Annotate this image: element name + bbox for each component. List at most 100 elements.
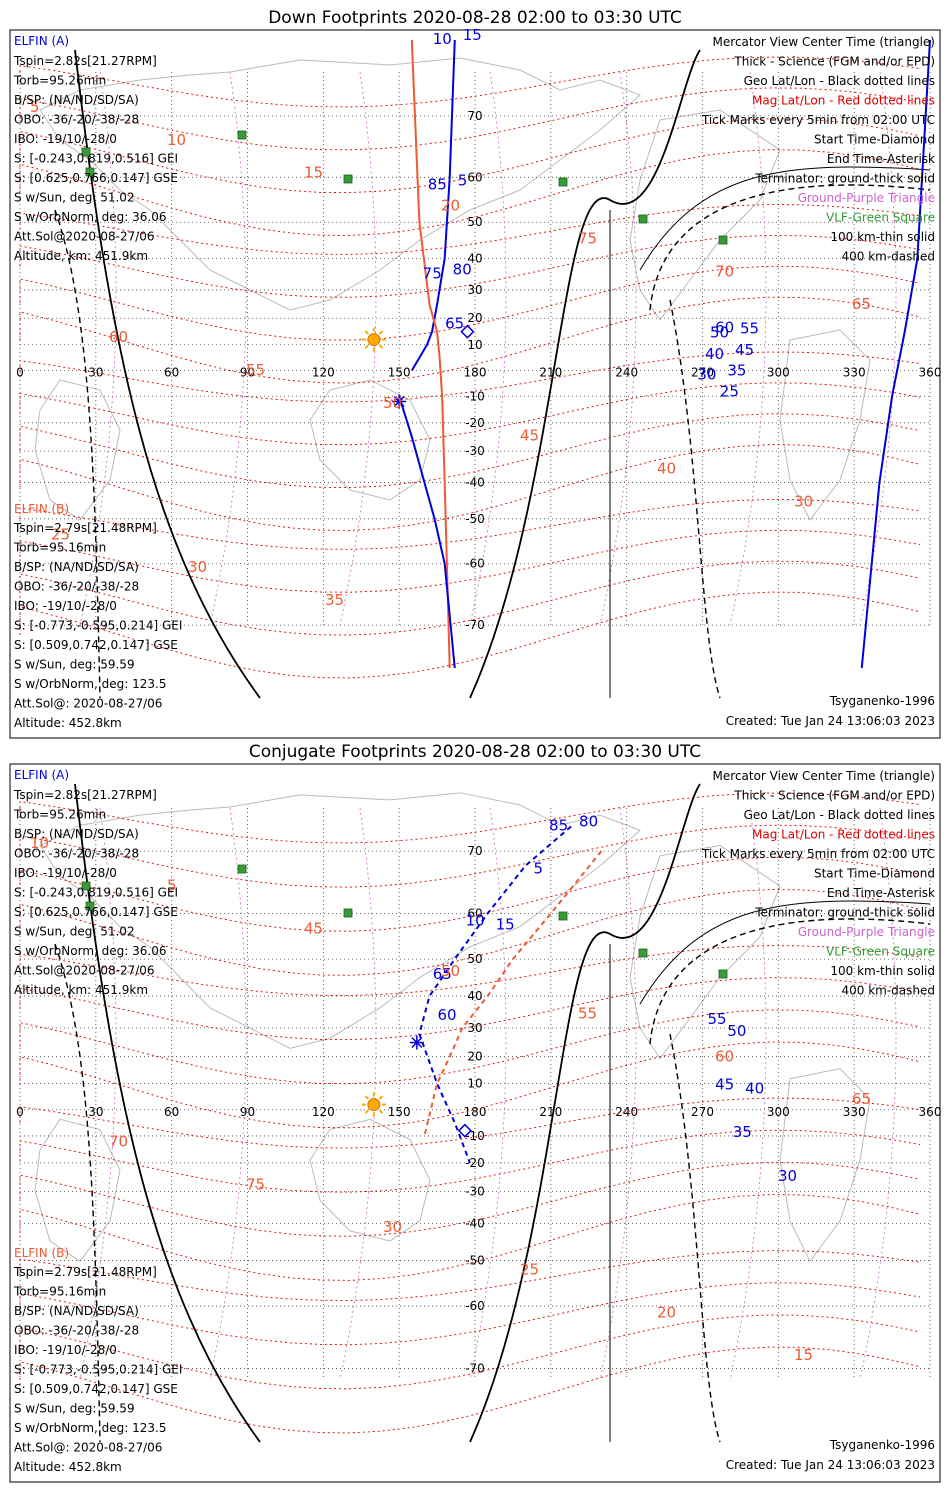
blue-tick-label: 15 [496,915,515,933]
panel-title: Down Footprints 2020-08-28 02:00 to 03:3… [268,8,682,28]
elfin-b-line: OBO: -36/-20/-38/-28 [14,1324,139,1338]
coastline-2 [34,1118,121,1263]
vlf-green-square [638,948,648,958]
mag-tick-label: 10 [30,834,49,852]
footprints [409,825,603,1164]
mag-tick-label: 50 [383,394,402,412]
terminator-400km-west [54,209,101,699]
model-label: Tsyganenko-1996 [829,694,935,708]
panel-down: Down Footprints 2020-08-28 02:00 to 03:3… [9,8,942,739]
elfin-b-line: S: [-0.773,-0.595,0.214] GEI [14,1363,182,1377]
sun-ray [378,1109,384,1114]
elfin-a-line: IBO: -19/10/-28/0 [14,866,117,880]
lat-tick-label: -60 [465,1299,485,1313]
mag-tick-label: 55 [578,1005,597,1023]
blue-tick-label: 30 [697,366,716,384]
legend-item: VLF-Green Square [826,945,935,959]
mag-lat-curve [19,1129,921,1193]
sun-ray [364,1095,369,1100]
terminator-ground-mid [469,49,701,699]
vlf-green-square [343,908,353,918]
elfin-b-line: Altitude: 452.8km [14,1460,122,1474]
lat-tick-label: 30 [467,1021,482,1035]
lat-tick-label: -70 [465,1361,485,1375]
blue-tick-label: 50 [710,324,729,342]
blue-tick-label: 65 [445,314,464,332]
elfin-a-line: Torb=95.26min [13,808,106,822]
legend-item: Geo Lat/Lon - Black dotted lines [744,74,935,88]
elfin-b-line: S: [-0.773,-0.595,0.214] GEI [14,619,182,633]
elfin-b-line: Altitude: 452.8km [14,716,122,730]
lon-tick-label: 330 [843,1105,866,1119]
blue-tick-label: 85 [549,816,568,834]
sun-ray [378,1095,384,1100]
mag-lat-curve [19,1314,921,1390]
vlf-green-square [638,214,648,224]
lat-tick-label: -20 [465,416,485,430]
legend-item: 400 km-dashed [841,984,935,998]
blue-tick-label: 45 [735,341,754,359]
blue-tick-label: 55 [740,320,759,338]
coastline-0 [39,57,641,311]
elfin-a-line: Att.Sol@2020-08-27/06 [14,964,155,978]
lat-tick-label: -30 [465,1185,485,1199]
vlf-green-square [558,911,568,921]
mag-lon-curve [339,807,377,1381]
mag-lat-curve [19,1282,921,1346]
coastline-1 [309,379,431,501]
terminator-100km-east [639,900,931,1005]
elfin-a-line: B/SP: (NA/ND/SD/SA) [14,93,139,107]
lat-tick-label: -30 [465,444,485,458]
legend-item: Geo Lat/Lon - Black dotted lines [744,808,935,822]
legend-item: Tick Marks every 5min from 02:00 UTC [701,113,935,127]
elfin-b-line: S: [0.509,0.742,0.147] GSE [14,638,178,652]
legend-item: 400 km-dashed [841,250,935,264]
vlf-green-square [558,177,568,187]
mag-tick-label: 5 [167,877,177,895]
lon-tick-label: 360 [919,366,942,380]
blue-tick-label: 40 [705,345,724,363]
blue-tick-label: 10 [433,30,452,48]
mag-lat-curve [19,856,921,932]
elfin-a-info: ELFIN (A) Tspin=2.82s[21.27RPM] Torb=95.26… [13,34,178,263]
mag-tick-label: 25 [51,525,70,543]
panel-frame [9,763,941,1483]
mag-lon-curve [859,807,897,1381]
lon-tick-label: 60 [164,366,179,380]
mag-tick-label: 55 [246,361,265,379]
lat-tick-label: -40 [465,1216,485,1230]
mag-lon-curve [209,71,247,626]
mag-tick-label: 60 [109,328,128,346]
lon-tick-label: 180 [464,366,487,380]
mag-tick-label: 65 [852,295,871,313]
mag-tick-label: 35 [325,591,344,609]
sun-ray [364,344,369,349]
lon-tick-label: 30 [88,1105,103,1119]
elfin-a-line: Att.Sol@2020-08-27/06 [14,230,155,244]
mag-tick-label: 20 [657,1303,676,1321]
terminator-400km-lower [669,1033,721,1443]
lon-tick-label: 150 [388,366,411,380]
blue-tick-label: 55 [708,1010,727,1028]
mag-grid [19,56,921,679]
coastline-3 [629,109,781,321]
start-time-diamond [460,324,475,339]
mag-lat-curve [19,1161,921,1237]
mag-lon-curve [599,71,637,626]
blue-tick-label: 60 [715,318,734,336]
legend-item: Ground-Purple Triangle [798,191,935,205]
mag-tick-label: 75 [246,1175,265,1193]
mag-tick-label: 50 [441,962,460,980]
lon-tick-label: 30 [88,366,103,380]
mag-tick-label: 30 [794,492,813,510]
elfin-a-line: S w/OrbNorm, deg: 36.06 [14,210,166,224]
legend-item: Thick - Science (FGM and/or EPD) [733,789,935,803]
elfin-a-line: S: [0.625,0.766,0.147] GSE [14,905,178,919]
coastline-2 [34,379,121,521]
vlf-stations [81,130,728,245]
sun-marker [361,327,386,352]
